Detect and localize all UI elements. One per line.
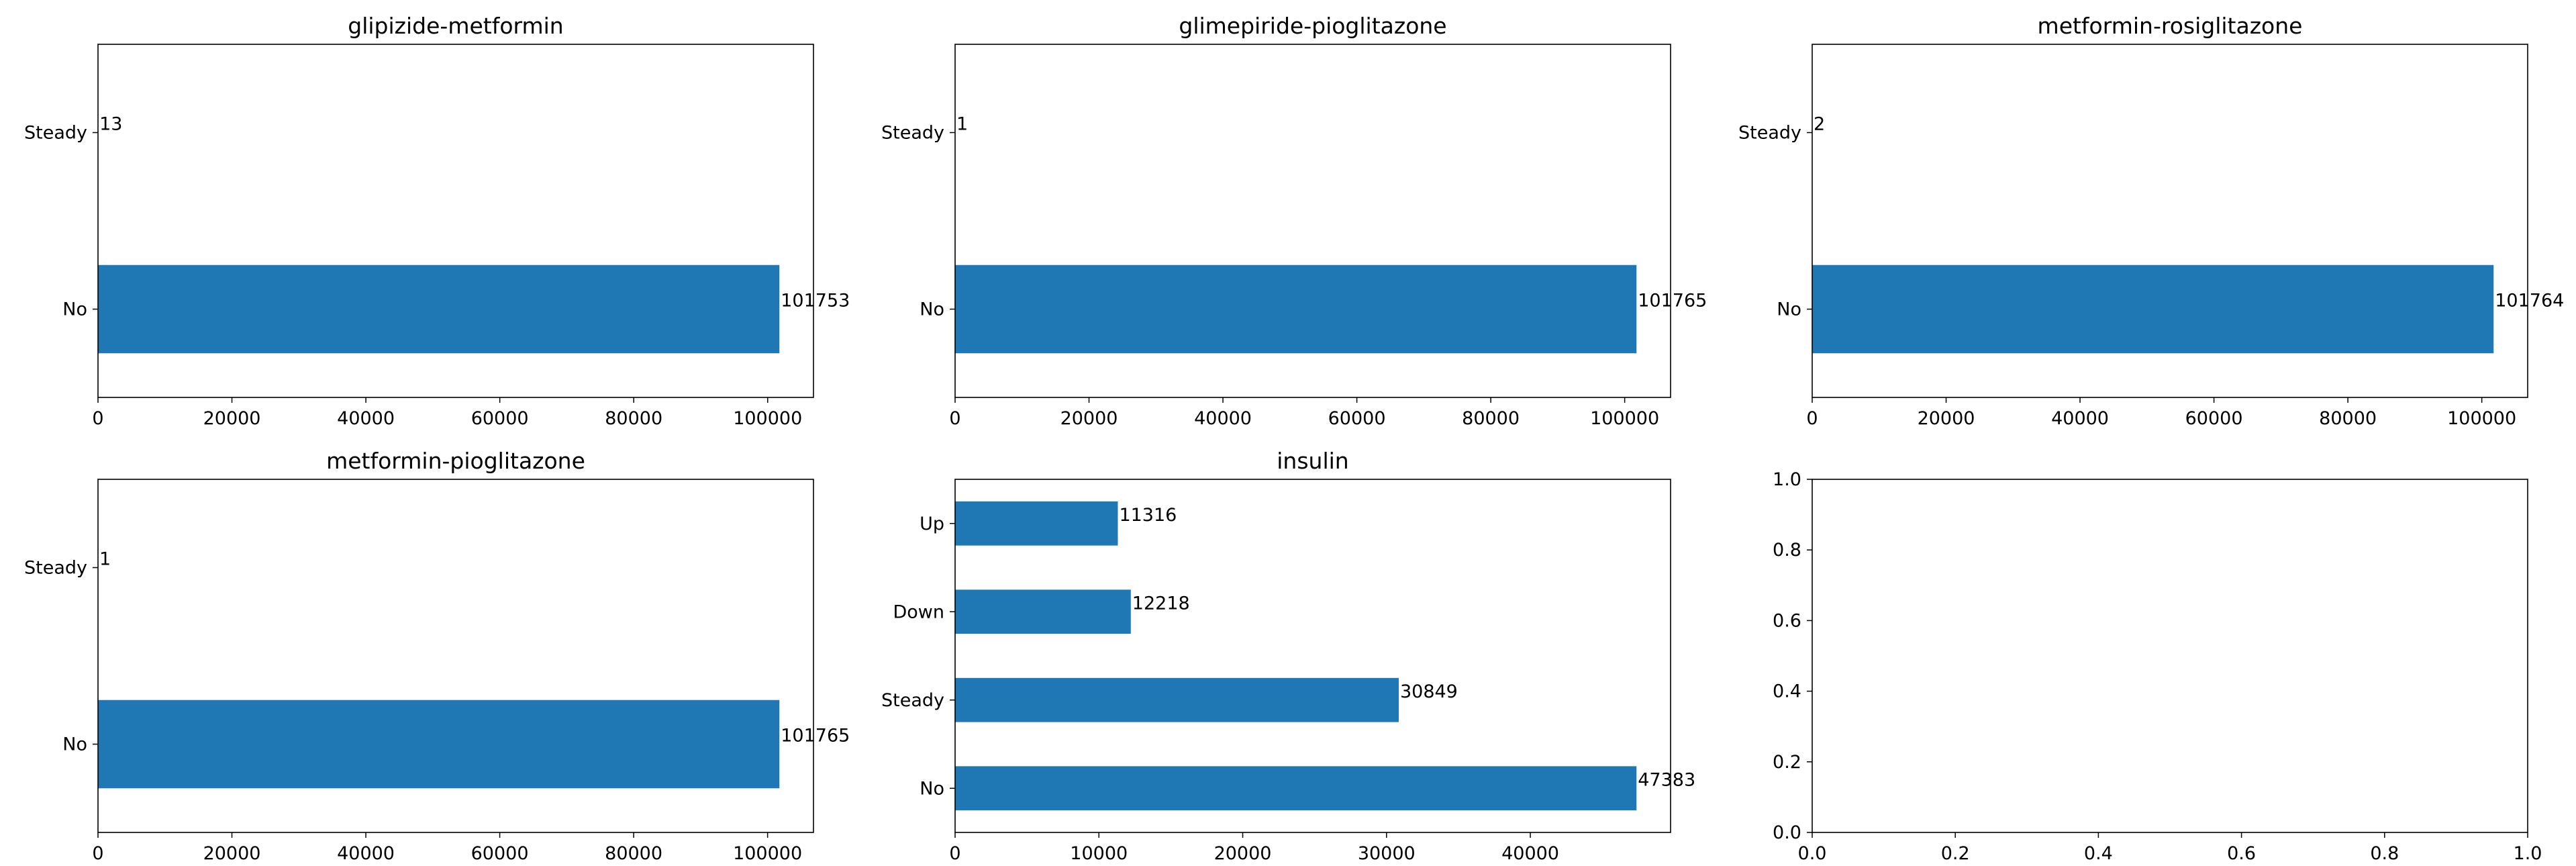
- x-tick-label: 100000: [1590, 408, 1659, 429]
- y-tick-label: No: [1777, 299, 1801, 320]
- bar: [98, 700, 780, 789]
- y-tick-label: Steady: [881, 690, 944, 711]
- subplot-title: metformin-rosiglitazone: [2038, 13, 2303, 39]
- data-label: 30849: [1400, 681, 1458, 702]
- data-label: 11316: [1119, 505, 1177, 526]
- x-tick-label: 60000: [1328, 408, 1386, 429]
- x-tick-label: 20000: [1214, 843, 1272, 864]
- axes-frame: [1812, 44, 2528, 398]
- subplot-title: glimepiride-pioglitazone: [1179, 13, 1446, 39]
- x-tick-label: 60000: [471, 843, 529, 864]
- x-tick-label: 40000: [2051, 408, 2109, 429]
- x-tick-label: 0.4: [2084, 843, 2113, 864]
- x-tick-label: 20000: [203, 408, 261, 429]
- x-tick-label: 80000: [605, 843, 662, 864]
- x-tick-label: 0.6: [2227, 843, 2256, 864]
- x-tick-label: 80000: [2319, 408, 2377, 429]
- x-tick-label: 40000: [1501, 843, 1559, 864]
- x-tick-label: 60000: [2185, 408, 2243, 429]
- y-tick-label: 0.4: [1773, 681, 1801, 702]
- y-tick-label: 0.8: [1773, 540, 1801, 561]
- data-label: 12218: [1132, 593, 1190, 614]
- data-label: 101765: [781, 726, 850, 747]
- data-label: 101753: [781, 291, 850, 311]
- axes-frame: [97, 44, 814, 398]
- y-tick-label: No: [920, 299, 944, 320]
- x-tick-label: 1.0: [2514, 843, 2542, 864]
- bar: [955, 501, 1118, 546]
- y-tick-label: 0.2: [1773, 752, 1801, 773]
- x-tick-label: 80000: [605, 408, 662, 429]
- data-label: 47383: [1638, 769, 1695, 790]
- subplot-5: insulin 47383 No 30849 Steady 12218 Down 11316 U…: [881, 448, 1695, 864]
- data-label: 1: [956, 114, 968, 135]
- data-label: 2: [1814, 114, 1825, 135]
- x-tick-label: 0.0: [1798, 843, 1827, 864]
- subplot-3: metformin-rosiglitazone 101764 No 2 Steady 0 2…: [1738, 13, 2564, 429]
- y-tick-label: Up: [920, 514, 944, 534]
- data-label: 101765: [1638, 291, 1707, 311]
- axes-frame: [97, 479, 814, 833]
- x-tick-label: 30000: [1358, 843, 1416, 864]
- y-tick-label: 0.0: [1773, 822, 1801, 843]
- x-tick-label: 80000: [1462, 408, 1520, 429]
- bar: [955, 264, 1637, 354]
- axes-frame: [954, 479, 1671, 833]
- x-tick-label: 60000: [471, 408, 529, 429]
- y-tick-label: 1.0: [1773, 469, 1801, 490]
- data-label: 13: [99, 114, 122, 135]
- x-tick-label: 100000: [733, 408, 802, 429]
- subplot-2: glimepiride-pioglitazone 101765 No 1 Steady 0…: [881, 13, 1707, 429]
- x-tick-label: 0.2: [1941, 843, 1970, 864]
- bar: [955, 766, 1637, 811]
- y-tick-label: Steady: [24, 123, 87, 144]
- x-tick-label: 0: [949, 408, 960, 429]
- bar: [955, 589, 1131, 634]
- x-tick-label: 40000: [1194, 408, 1252, 429]
- bar: [955, 677, 1399, 722]
- y-tick-label: Down: [893, 602, 944, 622]
- subplot-title: metformin-pioglitazone: [326, 448, 585, 474]
- x-tick-label: 100000: [733, 843, 802, 864]
- subplot-1: glipizide-metformin 101753 No 13 Steady 0 2000…: [24, 13, 850, 429]
- y-tick-label: Steady: [24, 558, 87, 579]
- x-tick-label: 0: [92, 843, 103, 864]
- x-tick-label: 0: [949, 843, 960, 864]
- x-tick-label: 0: [1806, 408, 1818, 429]
- subplot-4: metformin-pioglitazone 101765 No 1 Steady 0 20…: [24, 448, 850, 864]
- x-tick-label: 10000: [1070, 843, 1128, 864]
- x-tick-label: 20000: [1918, 408, 1975, 429]
- x-tick-label: 20000: [203, 843, 261, 864]
- y-tick-label: No: [62, 299, 87, 320]
- data-label: 1: [99, 549, 111, 570]
- x-tick-label: 0.8: [2370, 843, 2399, 864]
- y-tick-label: Steady: [1738, 123, 1801, 144]
- x-tick-label: 100000: [2447, 408, 2516, 429]
- x-tick-label: 20000: [1060, 408, 1118, 429]
- y-tick-label: Steady: [881, 123, 944, 144]
- y-tick-label: 0.6: [1773, 610, 1801, 631]
- axes-frame: [954, 44, 1671, 398]
- x-tick-label: 40000: [337, 843, 395, 864]
- x-tick-label: 40000: [337, 408, 395, 429]
- subplot-title: insulin: [1277, 448, 1348, 474]
- bar: [1812, 264, 2494, 354]
- y-tick-label: No: [920, 778, 944, 799]
- y-tick-label: No: [62, 734, 87, 755]
- axes-frame: [1812, 479, 2528, 833]
- x-tick-label: 0: [92, 408, 103, 429]
- data-label: 101764: [2495, 291, 2564, 311]
- bar: [98, 264, 780, 354]
- subplot-6: 0.0 0.2 0.4 0.6 0.8 1.0 0.0 0.2 0.4 0.6 0.8 1.0: [1773, 469, 2542, 864]
- subplot-title: glipizide-metformin: [348, 13, 563, 39]
